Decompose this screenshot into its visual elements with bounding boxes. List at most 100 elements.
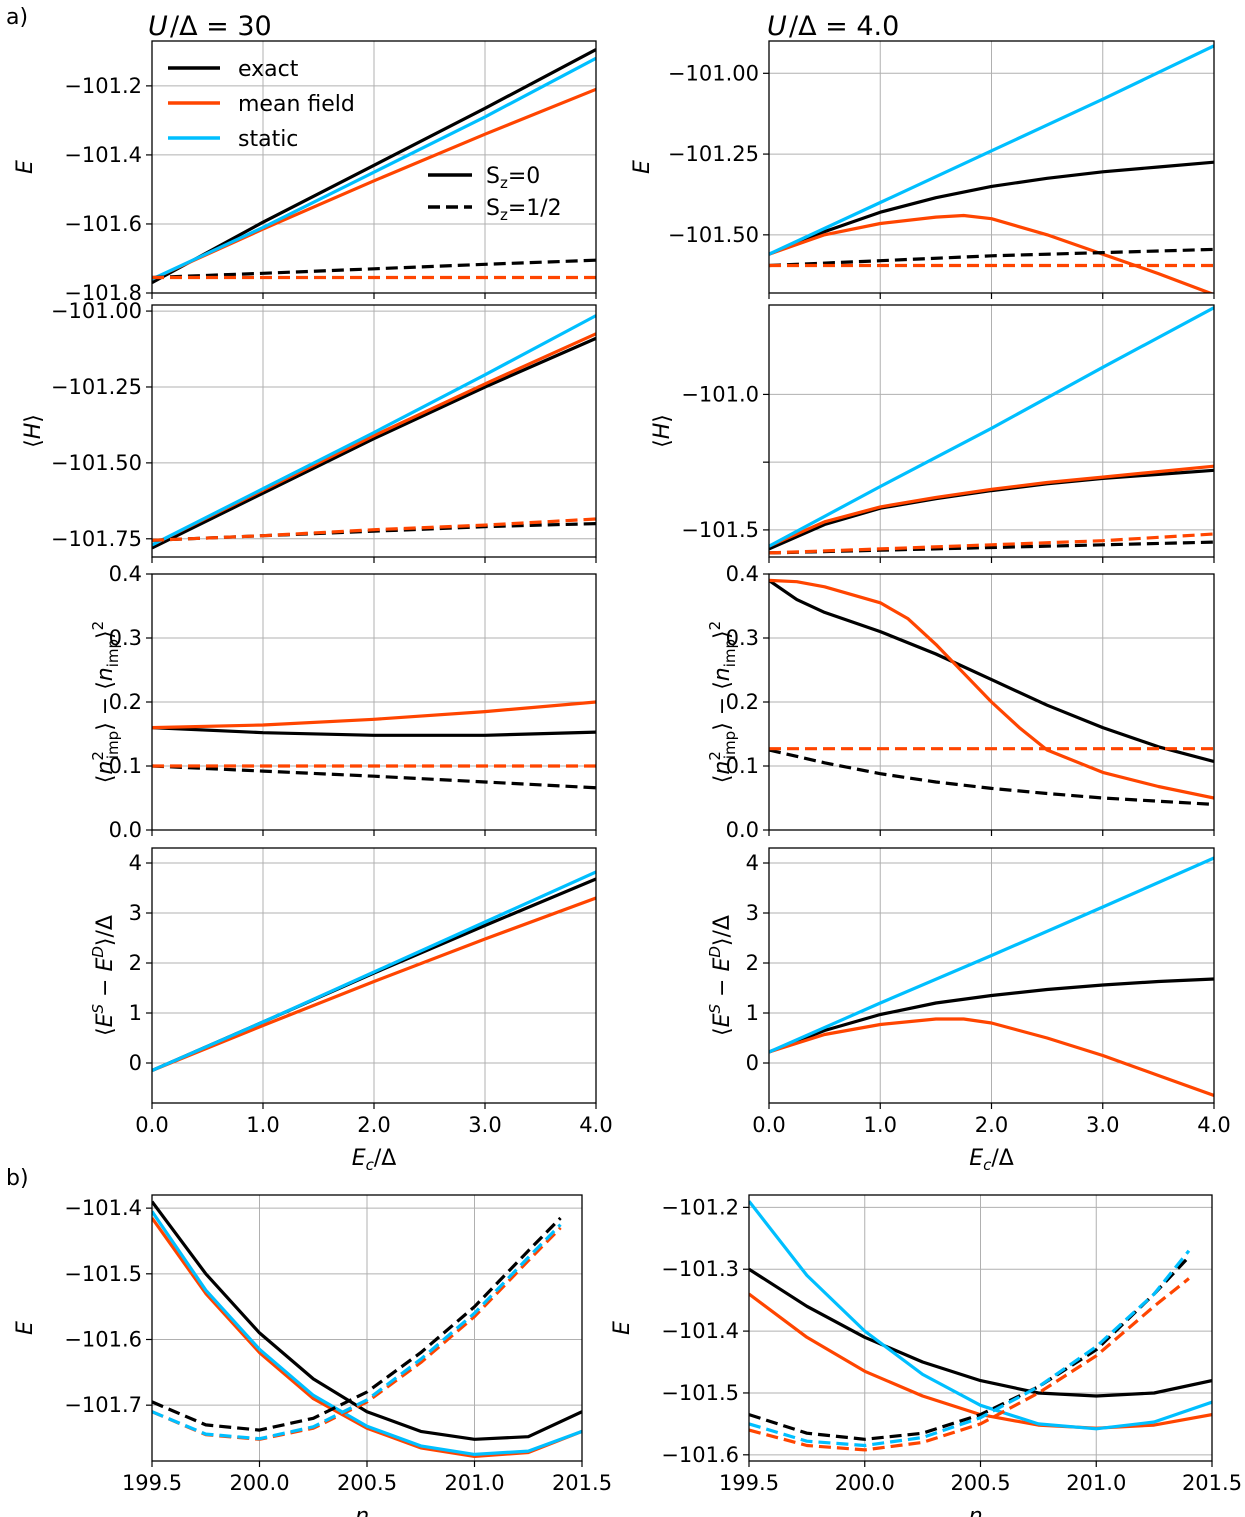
- y-axis-label: ⟨ES − ED⟩/Δ: [89, 915, 118, 1036]
- y-tick-label: 3: [746, 901, 759, 925]
- x-tick-label: 3.0: [468, 1113, 501, 1137]
- series-static-sz-zero: [769, 306, 1214, 548]
- x-tick-label: 200.0: [229, 1471, 289, 1495]
- x-tick-label: 199.5: [122, 1471, 182, 1495]
- series-static-sz-half: [749, 1249, 1191, 1448]
- y-tick-label: −101.00: [51, 299, 142, 323]
- x-tick-label: 1.0: [246, 1113, 279, 1137]
- y-axis-label: ⟨H⟩: [21, 414, 46, 448]
- y-tick-label: 1: [746, 1001, 759, 1025]
- y-tick-label: −101.8: [64, 281, 142, 305]
- svg-text:/Δ = 30: /Δ = 30: [170, 11, 272, 42]
- y-tick-label: 0.2: [726, 690, 759, 714]
- y-axis-label: ⟨n2imp⟩ − ⟨nimp⟩2: [706, 621, 739, 783]
- y-tick-label: −101.4: [64, 143, 142, 167]
- panel-title-left: U /Δ = 30: [148, 11, 272, 42]
- series-static-sz-zero: [749, 1200, 1212, 1431]
- series-exact-sz-zero: [152, 336, 596, 550]
- y-tick-label: −101.25: [51, 375, 142, 399]
- series-exact-sz-half: [769, 748, 1214, 806]
- y-tick-label: −101.75: [51, 527, 142, 551]
- x-tick-label: 201.5: [552, 1471, 612, 1495]
- y-tick-label: −101.6: [661, 1443, 739, 1467]
- panel-title-right: U /Δ = 4.0: [767, 11, 899, 42]
- chart-a-E-U4: −101.50 −101.25 −101.00 E: [630, 40, 1215, 299]
- x-tick-label: 0.0: [135, 1113, 168, 1137]
- series-mean_field-sz-half: [152, 1226, 562, 1441]
- series-mean_field-sz-zero: [769, 1017, 1214, 1098]
- x-tick-label: 2.0: [357, 1113, 390, 1137]
- y-tick-label: 2: [746, 951, 759, 975]
- x-tick-label: 200.5: [337, 1471, 397, 1495]
- x-axis-label: n0: [355, 1504, 379, 1517]
- y-tick-label: −101.5: [681, 518, 759, 542]
- plots: −101.8−101.6−101.4−101.2E−101.50−101.25−…: [13, 40, 1242, 1517]
- y-axis-label: E: [13, 1321, 38, 1335]
- y-tick-label: −101.6: [64, 1327, 142, 1351]
- y-tick-label: −101.3: [661, 1257, 739, 1281]
- series-mean_field-sz-half: [152, 517, 596, 542]
- legend-label-exact: exact: [238, 57, 299, 82]
- y-tick-label: 4: [129, 851, 142, 875]
- x-tick-label: 199.5: [719, 1471, 779, 1495]
- x-tick-label: 200.5: [950, 1471, 1010, 1495]
- svg-text:U: U: [767, 11, 787, 42]
- series-exact-sz-half: [152, 1216, 562, 1432]
- series-mean_field-sz-zero: [152, 700, 596, 730]
- chart-a-E-U30: −101.8 −101.6 −101.4 −101.2 E: [13, 40, 597, 305]
- series-mean_field-sz-half: [749, 1277, 1190, 1452]
- x-tick-label: 4.0: [579, 1113, 612, 1137]
- series-exact-sz-zero: [769, 160, 1214, 256]
- series-mean_field-sz-zero: [769, 464, 1214, 548]
- chart-a-H-U4: −101.5 −101.0⟨H⟩: [650, 304, 1215, 563]
- chart-a-H-U30: −101.75 −101.50 −101.25 −101.00 ⟨H⟩: [21, 299, 597, 563]
- chart-a-var-U30: 0.0 0.1 0.2 0.3 0.4 ⟨n2imp⟩ − ⟨nimp⟩2: [89, 562, 597, 842]
- y-tick-label: −101.0: [681, 382, 759, 406]
- x-tick-label: 0.0: [752, 1113, 785, 1137]
- series-exact-sz-zero: [769, 579, 1214, 764]
- y-tick-label: −101.6: [64, 212, 142, 236]
- series-exact-sz-zero: [749, 1267, 1212, 1398]
- y-tick-label: 4: [746, 851, 759, 875]
- y-tick-label: −101.50: [51, 451, 142, 475]
- series-mean_field-sz-zero: [152, 896, 596, 1072]
- legend: exact mean field static Sz=0 Sz=1/2: [168, 57, 562, 224]
- y-axis-label: E: [630, 160, 655, 174]
- y-axis-label: ⟨n2imp⟩ − ⟨nimp⟩2: [89, 621, 122, 783]
- y-tick-label: 0.0: [726, 818, 759, 842]
- chart-a-var-U4: 0.0 0.1 0.2 0.3 0.4 ⟨n2imp⟩ − ⟨nimp⟩2: [706, 562, 1215, 842]
- chart-b-E-U30: 199.5 200.0 200.5 201.0 201.5 −101.7 −101.6 −10…: [13, 1194, 612, 1517]
- x-tick-label: 2.0: [975, 1113, 1008, 1137]
- legend-label-spin-0: Sz=0: [486, 164, 540, 192]
- y-tick-label: −101.4: [64, 1196, 142, 1220]
- x-tick-label: 201.0: [1066, 1471, 1126, 1495]
- legend-label-spin-1: Sz=1/2: [486, 196, 562, 224]
- y-tick-label: 2: [129, 951, 142, 975]
- y-tick-label: 0.1: [109, 754, 142, 778]
- y-axis-label: E: [610, 1321, 635, 1335]
- y-tick-label: 0: [129, 1051, 142, 1075]
- y-tick-label: −101.00: [668, 61, 759, 85]
- chart-b-E-U4: 199.5 200.0 200.5 201.0 201.5 −101.6 −101.5 −10…: [610, 1194, 1242, 1517]
- y-tick-label: −101.50: [668, 223, 759, 247]
- series-static-sz-zero: [152, 870, 596, 1072]
- y-tick-label: 0.3: [726, 626, 759, 650]
- series-exact-sz-zero: [152, 1200, 582, 1441]
- series-static-sz-zero: [769, 856, 1214, 1054]
- series-exact-sz-zero: [152, 48, 596, 285]
- x-tick-label: 4.0: [1197, 1113, 1230, 1137]
- y-tick-label: −101.7: [64, 1393, 142, 1417]
- svg-text:U: U: [148, 11, 168, 42]
- y-tick-label: −101.5: [661, 1381, 739, 1405]
- y-tick-label: 0.4: [726, 562, 759, 586]
- y-tick-label: −101.25: [668, 142, 759, 166]
- series-exact-sz-zero: [152, 726, 596, 737]
- series-mean_field-sz-half: [769, 532, 1214, 555]
- series-static-sz-zero: [152, 1210, 582, 1457]
- series-static-sz-half: [152, 1223, 562, 1441]
- y-tick-label: −101.5: [64, 1262, 142, 1286]
- y-tick-label: 0: [746, 1051, 759, 1075]
- x-tick-label: 1.0: [864, 1113, 897, 1137]
- x-axis-label: n0: [969, 1504, 993, 1517]
